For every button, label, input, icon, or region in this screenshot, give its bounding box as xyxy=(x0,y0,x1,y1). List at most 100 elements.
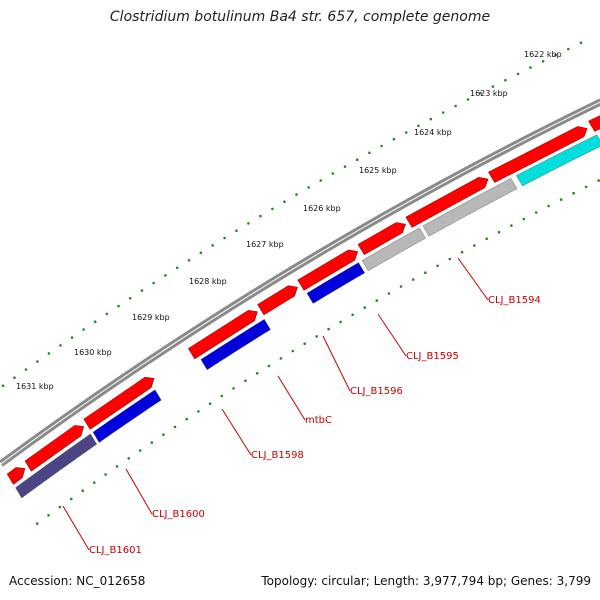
gene-label-leader xyxy=(277,375,306,421)
ruler-dot xyxy=(13,376,16,380)
ruler-dot xyxy=(291,349,295,353)
ruler-dot xyxy=(117,304,120,308)
ruler-dot xyxy=(529,66,532,69)
ruler-dot xyxy=(559,198,563,201)
ruler-dot xyxy=(504,78,507,82)
ruler-dot xyxy=(150,441,154,444)
ruler-dot xyxy=(375,299,379,302)
forward-cds-arrow xyxy=(6,467,26,485)
ruler-dot xyxy=(380,144,383,148)
ruler-dot xyxy=(138,449,142,452)
ruler-dot xyxy=(187,259,191,262)
ruler-dot xyxy=(35,522,39,525)
forward-cds-arrow xyxy=(188,310,258,360)
ruler-dot xyxy=(267,364,271,368)
map-title: Clostridium botulinum Ba4 str. 657, comp… xyxy=(109,9,491,25)
gene-label: CLJ_B1594 xyxy=(488,295,541,306)
forward-cds-arrow xyxy=(488,126,588,183)
ruler-dot xyxy=(70,497,73,501)
ruler-dot xyxy=(392,137,396,141)
ruler-dot xyxy=(128,297,132,300)
forward-cds-arrow xyxy=(297,249,359,291)
ruler-dot xyxy=(59,344,62,347)
kbp-tick-label: 1623 kbp xyxy=(470,89,508,98)
ruler-dot xyxy=(485,237,489,241)
ruler-dot xyxy=(597,179,600,182)
ruler-dot xyxy=(1,384,5,388)
ruler-dot xyxy=(127,457,130,460)
ruler-dot xyxy=(105,312,109,316)
ruler-dot xyxy=(473,244,476,247)
ruler-dot xyxy=(417,124,420,128)
reverse-cds-block xyxy=(15,433,97,499)
ruler-dot xyxy=(47,514,50,517)
ruler-dot xyxy=(255,372,259,375)
forward-cds-arrow xyxy=(405,176,489,228)
ruler-dot xyxy=(315,335,318,338)
ruler-dot xyxy=(411,278,415,281)
ruler-dot xyxy=(140,289,144,292)
ruler-dot xyxy=(70,336,74,339)
ruler-dot xyxy=(232,387,235,390)
ruler-dot xyxy=(497,230,501,234)
ruler-dot xyxy=(454,104,457,108)
kbp-tick-label: 1624 kbp xyxy=(414,128,452,137)
ruler-dot xyxy=(579,41,583,45)
gene-label-leader xyxy=(457,257,489,301)
ruler-dot xyxy=(522,217,526,221)
gene-label-leader xyxy=(125,468,153,515)
ruler-dot xyxy=(104,473,107,476)
forward-strand-track xyxy=(6,115,600,485)
backbone-arc xyxy=(0,98,600,467)
ruler-dot xyxy=(244,379,247,383)
ruler-dot xyxy=(211,244,214,247)
kbp-tick-label: 1630 kbp xyxy=(74,348,112,357)
ruler-dot xyxy=(93,320,97,324)
backbone-line xyxy=(1,102,600,467)
gene-label: CLJ_B1595 xyxy=(406,351,459,362)
ruler-dot xyxy=(208,402,212,406)
ruler-dot xyxy=(351,313,354,317)
forward-cds-arrow xyxy=(83,376,155,430)
ruler-dot xyxy=(479,91,482,95)
ruler-dot xyxy=(584,185,588,189)
ruler-dot xyxy=(399,285,403,288)
forward-cds-arrow xyxy=(357,222,406,256)
reverse-cds-block xyxy=(516,134,600,187)
ruler-dot xyxy=(534,211,538,214)
ruler-dot xyxy=(547,204,550,208)
ruler-dot xyxy=(554,53,557,57)
gene-label: mtbC xyxy=(305,415,332,426)
ruler-dot xyxy=(220,394,224,398)
forward-cds-arrow xyxy=(24,425,85,472)
ruler-dot xyxy=(387,292,391,295)
kbp-tick-label: 1631 kbp xyxy=(16,382,54,391)
gene-label-leader xyxy=(322,335,351,392)
ruler-dot xyxy=(363,306,367,309)
ruler-dot xyxy=(152,281,155,285)
ruler-dot xyxy=(81,489,84,493)
ruler-dot xyxy=(319,179,323,182)
ruler-dot xyxy=(448,257,452,261)
ruler-dot xyxy=(516,72,520,76)
ruler-dot xyxy=(441,111,445,114)
reverse-cds-block xyxy=(306,262,365,304)
reverse-strand-track xyxy=(15,134,600,499)
ruler-dot xyxy=(197,410,200,413)
ruler-dot xyxy=(279,357,283,360)
gene-label-leader xyxy=(221,408,252,456)
ruler-dot xyxy=(164,274,167,277)
ruler-dot xyxy=(567,47,570,51)
ruler-dot xyxy=(339,320,342,324)
kbp-tick-label: 1628 kbp xyxy=(189,277,227,286)
ruler-dot xyxy=(491,85,495,88)
gene-label-leader xyxy=(62,505,90,551)
gene-labels: CLJ_B1594 CLJ_B1595 CLJ_B1596 mtbC CLJ_B1598… xyxy=(62,257,541,556)
ruler-dot xyxy=(295,193,298,196)
ruler-dot xyxy=(58,505,62,509)
ruler-dot xyxy=(82,328,85,331)
gene-label: CLJ_B1596 xyxy=(350,386,403,397)
ruler-dot xyxy=(572,191,575,195)
ruler-dot xyxy=(303,342,307,346)
accession-text: Accession: NC_012658 xyxy=(9,574,146,588)
